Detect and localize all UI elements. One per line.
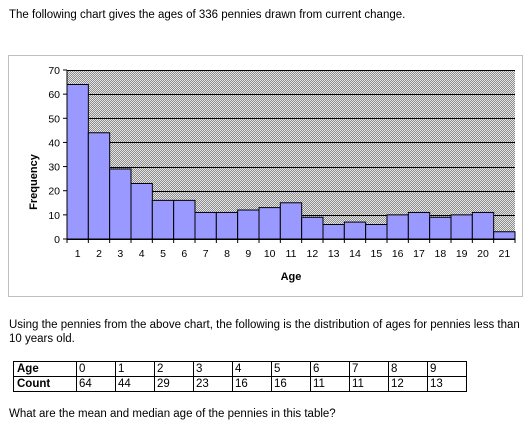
age-cell: 5 xyxy=(271,361,311,377)
x-tick-label: 14 xyxy=(349,248,361,260)
bar xyxy=(471,211,495,240)
x-tick-label: 4 xyxy=(139,248,145,260)
x-tick-label: 3 xyxy=(117,248,123,260)
bar xyxy=(365,224,388,240)
bar xyxy=(322,224,345,240)
count-cell: 23 xyxy=(193,376,233,392)
count-cell: 29 xyxy=(154,376,194,392)
x-tick-label: 17 xyxy=(413,248,425,260)
intro-text: The following chart gives the ages of 33… xyxy=(9,9,406,21)
bar xyxy=(386,214,409,240)
bar xyxy=(194,211,217,240)
x-axis-label: Age xyxy=(281,271,302,283)
x-tick-label: 11 xyxy=(286,248,297,260)
y-tick-label: 20 xyxy=(48,186,60,198)
bar xyxy=(151,199,175,240)
y-tick-label: 50 xyxy=(48,113,60,125)
x-tick-label: 13 xyxy=(328,248,340,260)
bar xyxy=(215,211,239,240)
bar xyxy=(87,132,111,240)
x-tick-label: 7 xyxy=(203,248,209,260)
x-tick-label: 5 xyxy=(160,248,166,260)
bar xyxy=(173,199,196,240)
count-cell: 16 xyxy=(271,376,311,392)
table-row-count: Count 64 44 29 23 16 16 11 11 12 13 xyxy=(13,376,467,392)
chart-area: 0 10 20 30 40 50 60 70 1 2 3 4 5 6 7 8 9 10 11 12 13 14 15 16 1… xyxy=(8,55,523,297)
x-tick-label: 6 xyxy=(181,248,187,260)
x-tick-label: 16 xyxy=(392,248,404,260)
age-cell: 3 xyxy=(193,361,233,377)
x-tick-label: 1 xyxy=(75,248,81,260)
age-cell: 9 xyxy=(427,361,467,377)
bar xyxy=(450,214,473,240)
count-cell: 11 xyxy=(349,376,389,392)
y-tick-label: 70 xyxy=(48,65,60,77)
bar xyxy=(237,209,260,240)
bar xyxy=(130,182,153,240)
bar xyxy=(109,168,132,240)
x-tick-label: 12 xyxy=(306,248,318,260)
y-tick-label: 60 xyxy=(48,89,60,101)
count-cell: 16 xyxy=(232,376,272,392)
count-cell: 64 xyxy=(76,376,116,392)
count-cell: 13 xyxy=(427,376,467,392)
x-tick-label: 20 xyxy=(477,248,489,260)
question-text: What are the mean and median age of the … xyxy=(9,408,336,420)
y-tick-label: 10 xyxy=(48,210,60,222)
age-cell: 0 xyxy=(76,361,116,377)
bar xyxy=(407,211,431,240)
age-cell: 7 xyxy=(349,361,389,377)
x-tick-label: 9 xyxy=(245,248,251,260)
y-tick-label: 0 xyxy=(54,234,60,246)
x-tick-label: 18 xyxy=(434,248,446,260)
bar xyxy=(343,221,367,240)
age-cell: 6 xyxy=(310,361,350,377)
x-tick-label: 8 xyxy=(224,248,230,260)
x-tick-label: 2 xyxy=(96,248,102,260)
y-axis-label: Frequency xyxy=(28,153,40,210)
x-tick-label: 19 xyxy=(456,248,468,260)
bar xyxy=(493,231,516,240)
age-cell: 8 xyxy=(388,361,428,377)
row-label-age: Age xyxy=(13,361,77,377)
count-cell: 44 xyxy=(115,376,155,392)
age-cell: 2 xyxy=(154,361,194,377)
bar xyxy=(279,202,303,240)
x-tick-label: 21 xyxy=(498,248,510,260)
bar xyxy=(258,207,281,240)
count-cell: 12 xyxy=(388,376,428,392)
x-tick-label: 15 xyxy=(370,248,382,260)
bar xyxy=(301,216,324,240)
x-tick-label: 10 xyxy=(264,248,276,260)
bar xyxy=(66,83,89,240)
y-tick-label: 40 xyxy=(48,137,60,149)
bar xyxy=(429,216,452,240)
distribution-paragraph: Using the pennies from the above chart, … xyxy=(9,319,520,345)
count-cell: 11 xyxy=(310,376,350,392)
age-cell: 1 xyxy=(115,361,155,377)
y-tick-label: 30 xyxy=(48,162,60,174)
age-cell: 4 xyxy=(232,361,272,377)
row-label-count: Count xyxy=(13,376,77,392)
